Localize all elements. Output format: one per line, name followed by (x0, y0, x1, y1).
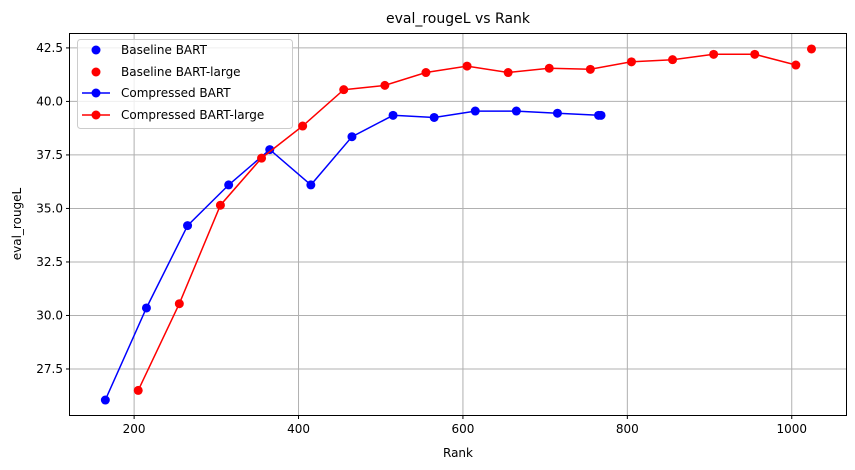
compressed-bart-large-point (709, 49, 719, 59)
legend-marker-baseline-bart (91, 45, 101, 55)
compressed-bart-large-point (380, 80, 390, 90)
compressed-bart-large-point (174, 299, 184, 309)
compressed-bart-large-point (626, 57, 636, 67)
y-tick-label: 27.5 (36, 362, 63, 376)
compressed-bart-point (388, 110, 398, 120)
x-tick-label: 200 (123, 422, 146, 436)
compressed-bart-point (470, 106, 480, 116)
axis-ticks: 200 400 600 800 1000 27.5 30.0 32.5 35.0 37.5 40.0… (36, 41, 807, 436)
compressed-bart-large-point (257, 153, 267, 163)
legend-box (77, 39, 293, 129)
compressed-bart-point (306, 180, 316, 190)
compressed-bart-large-point (421, 68, 431, 78)
legend-marker-baseline-bart-large (91, 67, 101, 77)
x-tick-label: 1000 (776, 422, 807, 436)
compressed-bart-large-point (133, 385, 143, 395)
compressed-bart-point (183, 221, 193, 231)
compressed-bart-point (552, 108, 562, 118)
y-tick-label: 37.5 (36, 148, 63, 162)
x-tick-label: 800 (616, 422, 639, 436)
compressed-bart-large-point (750, 49, 760, 59)
compressed-bart-large-point (462, 61, 472, 71)
y-tick-label: 35.0 (36, 201, 63, 215)
compressed-bart-large-point (215, 200, 225, 210)
legend-label-baseline-bart-large: Baseline BART-large (121, 65, 241, 79)
legend-label-compressed-bart: Compressed BART (121, 86, 231, 100)
baseline-bart-large-point (806, 44, 816, 54)
y-tick-label: 30.0 (36, 308, 63, 322)
y-tick-label: 40.0 (36, 94, 63, 108)
compressed-bart-large-point (503, 68, 513, 78)
legend-marker-compressed-bart (91, 88, 101, 98)
compressed-bart-point (511, 106, 521, 116)
compressed-bart-large-point (544, 63, 554, 73)
compressed-bart-large-point (298, 121, 308, 131)
data-series (100, 44, 816, 405)
compressed-bart-large-point (791, 60, 801, 70)
compressed-bart-point (265, 145, 275, 155)
x-tick-label: 600 (451, 422, 474, 436)
y-tick-label: 32.5 (36, 255, 63, 269)
plot-frame (69, 33, 847, 416)
y-axis-label: eval_rougeL (10, 187, 24, 260)
compressed-bart-point (347, 132, 357, 142)
compressed-bart-large-point (339, 85, 349, 95)
compressed-bart-large-point (585, 64, 595, 74)
compressed-bart-line (104, 110, 599, 401)
chart-title: eval_rougeL vs Rank (386, 11, 531, 27)
legend-label-baseline-bart: Baseline BART (121, 43, 208, 57)
legend-label-compressed-bart-large: Compressed BART-large (121, 108, 264, 122)
baseline-bart-point (596, 110, 606, 120)
compressed-bart-point (429, 112, 439, 122)
x-tick-label: 400 (287, 422, 310, 436)
x-axis-label: Rank (443, 446, 473, 460)
compressed-bart-point (141, 303, 151, 313)
compressed-bart-large-point (668, 55, 678, 65)
legend: Baseline BART Baseline BART-large Compre… (77, 39, 293, 129)
compressed-bart-point (100, 395, 110, 405)
y-tick-label: 42.5 (36, 41, 63, 55)
compressed-bart-point (224, 180, 234, 190)
legend-marker-compressed-bart-large (91, 110, 101, 120)
